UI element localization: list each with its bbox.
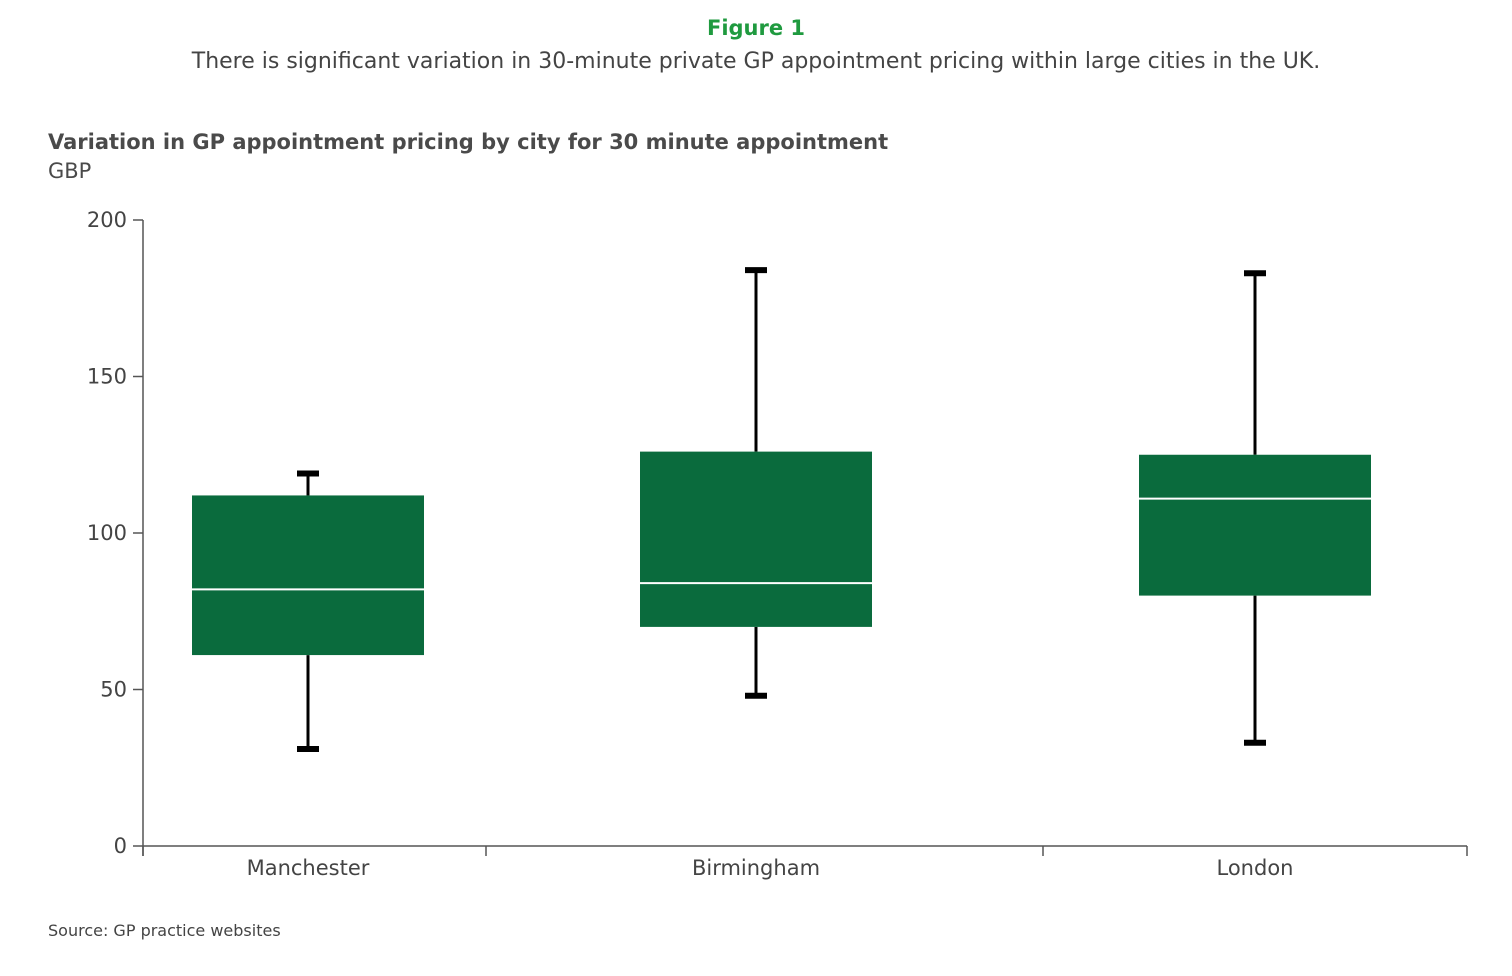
y-tick-label: 0 — [114, 834, 127, 858]
y-tick-label: 200 — [87, 208, 127, 232]
iqr-box — [1139, 454, 1371, 596]
iqr-box — [192, 495, 424, 656]
x-category-label: Manchester — [247, 856, 370, 880]
x-category-label: London — [1217, 856, 1294, 880]
y-axis-unit-label: GBP — [48, 159, 92, 183]
figure-subtitle: There is significant variation in 30-min… — [191, 49, 1321, 74]
chart-title: Variation in GP appointment pricing by c… — [48, 130, 889, 154]
x-category-label: Birmingham — [692, 856, 820, 880]
figure-label: Figure 1 — [706, 16, 806, 40]
iqr-box — [640, 451, 872, 627]
source-note: Source: GP practice websites — [48, 921, 281, 940]
y-tick-label: 50 — [100, 678, 127, 702]
y-tick-label: 100 — [87, 521, 127, 545]
y-tick-label: 150 — [87, 365, 127, 389]
